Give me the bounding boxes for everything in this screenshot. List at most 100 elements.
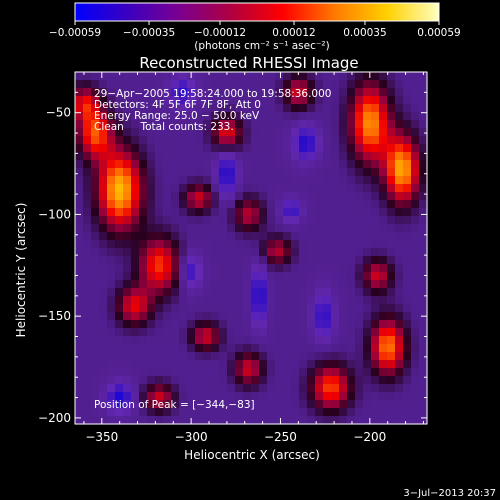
heatmap-cell xyxy=(323,288,332,297)
heatmap-cell xyxy=(203,352,212,361)
heatmap-cell xyxy=(299,128,308,137)
heatmap-cell xyxy=(99,224,108,233)
heatmap-cell xyxy=(355,360,364,369)
heatmap-cell xyxy=(299,272,308,281)
heatmap-cell xyxy=(187,336,196,345)
heatmap-cell xyxy=(219,344,228,353)
heatmap-cell xyxy=(347,320,356,329)
heatmap-cell xyxy=(323,248,332,257)
heatmap-cell xyxy=(83,200,92,209)
heatmap-cell xyxy=(403,272,412,281)
heatmap-cell xyxy=(195,128,204,137)
heatmap-cell xyxy=(307,216,316,225)
heatmap-cell xyxy=(379,304,388,313)
heatmap-cell xyxy=(387,280,396,289)
heatmap-cell xyxy=(251,152,260,161)
heatmap-cell xyxy=(331,296,340,305)
heatmap-cell xyxy=(99,104,108,113)
heatmap-cell xyxy=(147,176,156,185)
heatmap-cell xyxy=(403,320,412,329)
heatmap-cell xyxy=(323,152,332,161)
heatmap-cell xyxy=(251,384,260,393)
heatmap-cell xyxy=(115,208,124,217)
heatmap-cell xyxy=(131,208,140,217)
heatmap-cell xyxy=(171,136,180,145)
heatmap-cell xyxy=(403,416,412,425)
heatmap-cell xyxy=(227,136,236,145)
heatmap-cell xyxy=(307,336,316,345)
heatmap-cell xyxy=(275,416,284,425)
heatmap-cell xyxy=(115,80,124,89)
heatmap-cell xyxy=(275,176,284,185)
heatmap-cell xyxy=(115,248,124,257)
heatmap-cell xyxy=(227,208,236,217)
heatmap-cell xyxy=(163,392,172,401)
heatmap-cell xyxy=(251,320,260,329)
heatmap-cell xyxy=(347,216,356,225)
heatmap-cell xyxy=(411,72,420,81)
heatmap-cell xyxy=(75,416,84,425)
heatmap-cell xyxy=(123,240,132,249)
heatmap-cell xyxy=(355,344,364,353)
heatmap-cell xyxy=(291,288,300,297)
heatmap-cell xyxy=(371,288,380,297)
heatmap-cell xyxy=(299,256,308,265)
heatmap-cell xyxy=(259,280,268,289)
heatmap-cell xyxy=(275,104,284,113)
heatmap-cell xyxy=(115,200,124,209)
heatmap-cell xyxy=(259,248,268,257)
heatmap-cell xyxy=(155,72,164,81)
heatmap-cell xyxy=(235,120,244,129)
heatmap-cell xyxy=(323,328,332,337)
heatmap-cell xyxy=(403,376,412,385)
heatmap-cell xyxy=(123,136,132,145)
heatmap-cell xyxy=(147,272,156,281)
heatmap-cell xyxy=(339,312,348,321)
heatmap-cell xyxy=(203,88,212,97)
heatmap-cell xyxy=(251,96,260,105)
heatmap-cell xyxy=(163,200,172,209)
heatmap-cell xyxy=(227,352,236,361)
heatmap-cell xyxy=(171,416,180,425)
heatmap-cell xyxy=(171,160,180,169)
heatmap-cell xyxy=(347,400,356,409)
heatmap-cell xyxy=(379,312,388,321)
heatmap-cell xyxy=(75,344,84,353)
heatmap-cell xyxy=(195,248,204,257)
heatmap-cell xyxy=(315,368,324,377)
heatmap-cell xyxy=(187,408,196,417)
heatmap-cell xyxy=(323,240,332,249)
heatmap-cell xyxy=(115,296,124,305)
heatmap-cell xyxy=(275,288,284,297)
heatmap-cell xyxy=(203,104,212,113)
heatmap-cell xyxy=(179,368,188,377)
heatmap-cell xyxy=(283,72,292,81)
heatmap-cell xyxy=(99,168,108,177)
heatmap-cell xyxy=(179,408,188,417)
heatmap-cell xyxy=(243,216,252,225)
heatmap-cell xyxy=(363,408,372,417)
heatmap-cell xyxy=(187,176,196,185)
heatmap-cell xyxy=(243,360,252,369)
heatmap-cell xyxy=(155,400,164,409)
heatmap-cell xyxy=(307,136,316,145)
heatmap-cell xyxy=(107,120,116,129)
heatmap-cell xyxy=(323,384,332,393)
heatmap-cell xyxy=(411,144,420,153)
heatmap-cell xyxy=(331,208,340,217)
heatmap-cell xyxy=(131,408,140,417)
heatmap-cell xyxy=(267,168,276,177)
heatmap-cell xyxy=(75,392,84,401)
heatmap-cell xyxy=(275,120,284,129)
heatmap-cell xyxy=(411,352,420,361)
heatmap-cell xyxy=(339,232,348,241)
heatmap-cell xyxy=(171,400,180,409)
heatmap-cell xyxy=(219,112,228,121)
heatmap-cell xyxy=(115,104,124,113)
heatmap-cell xyxy=(75,328,84,337)
heatmap-cell xyxy=(163,152,172,161)
heatmap-cell xyxy=(195,408,204,417)
heatmap-cell xyxy=(411,128,420,137)
heatmap-cell xyxy=(75,400,84,409)
heatmap-cell xyxy=(339,216,348,225)
